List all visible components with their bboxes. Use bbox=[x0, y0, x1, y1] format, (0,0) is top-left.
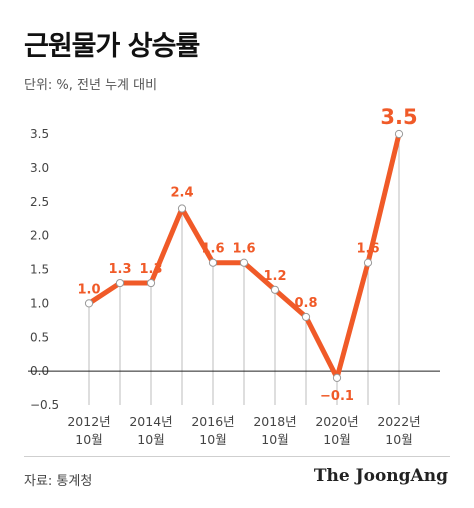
data-point bbox=[270, 285, 280, 294]
x-tick-label-year: 2014년 bbox=[129, 414, 172, 429]
footer-divider bbox=[24, 456, 450, 457]
data-point bbox=[84, 299, 94, 308]
data-point bbox=[301, 312, 311, 322]
x-tick-label-month: 10월 bbox=[199, 432, 226, 447]
x-tick-label-year: 2012년 bbox=[67, 414, 110, 429]
x-tick-label-month: 10월 bbox=[137, 432, 164, 447]
data-point bbox=[363, 258, 373, 267]
chart-title: 근원물가 상승률 bbox=[24, 31, 200, 62]
y-tick-label: 2.0 bbox=[30, 229, 49, 243]
y-tick-label: 2.5 bbox=[30, 195, 49, 209]
data-label: 1.3 bbox=[108, 262, 131, 277]
source-note: 자료: 통계청 bbox=[24, 474, 93, 489]
data-label: 0.8 bbox=[294, 296, 317, 311]
data-label: 1.6 bbox=[232, 242, 255, 257]
data-label: 1.2 bbox=[263, 269, 286, 284]
y-tick-label: 1.5 bbox=[30, 263, 49, 277]
data-point bbox=[115, 278, 125, 288]
x-tick-label-month: 10월 bbox=[323, 432, 350, 447]
data-label: 1.3 bbox=[139, 262, 162, 277]
x-tick-label-year: 2022년 bbox=[377, 414, 420, 429]
data-label: 1.0 bbox=[77, 282, 100, 297]
x-tick-label-month: 10월 bbox=[385, 432, 412, 447]
chart-subtitle: 단위: %, 전년 누계 대비 bbox=[24, 78, 158, 93]
data-label: 1.6 bbox=[201, 242, 224, 257]
data-label: 3.5 bbox=[380, 105, 417, 129]
data-point bbox=[208, 258, 218, 267]
data-point bbox=[146, 278, 156, 288]
y-tick-label: 1.0 bbox=[30, 296, 49, 310]
y-tick-label: 0.5 bbox=[30, 330, 49, 344]
x-tick-label-year: 2016년 bbox=[191, 414, 234, 429]
publisher-logo: The JoongAng bbox=[313, 466, 448, 486]
line-chart: 3.53.02.52.01.51.00.50.0−0.52012년10월2014… bbox=[28, 105, 440, 447]
data-label: −0.1 bbox=[320, 389, 354, 404]
y-tick-label: 3.5 bbox=[30, 127, 49, 141]
data-point bbox=[332, 373, 342, 382]
x-tick-label-month: 10월 bbox=[75, 432, 102, 447]
y-tick-label: −0.5 bbox=[30, 398, 59, 412]
y-tick-label: 3.0 bbox=[30, 161, 49, 175]
data-point bbox=[239, 258, 249, 267]
data-label: 2.4 bbox=[170, 186, 193, 201]
x-tick-label-year: 2020년 bbox=[315, 414, 358, 429]
data-point bbox=[394, 129, 404, 139]
x-tick-label-year: 2018년 bbox=[253, 414, 296, 429]
x-tick-label-month: 10월 bbox=[261, 432, 288, 447]
data-label: 1.6 bbox=[356, 242, 379, 257]
data-point bbox=[177, 204, 187, 213]
